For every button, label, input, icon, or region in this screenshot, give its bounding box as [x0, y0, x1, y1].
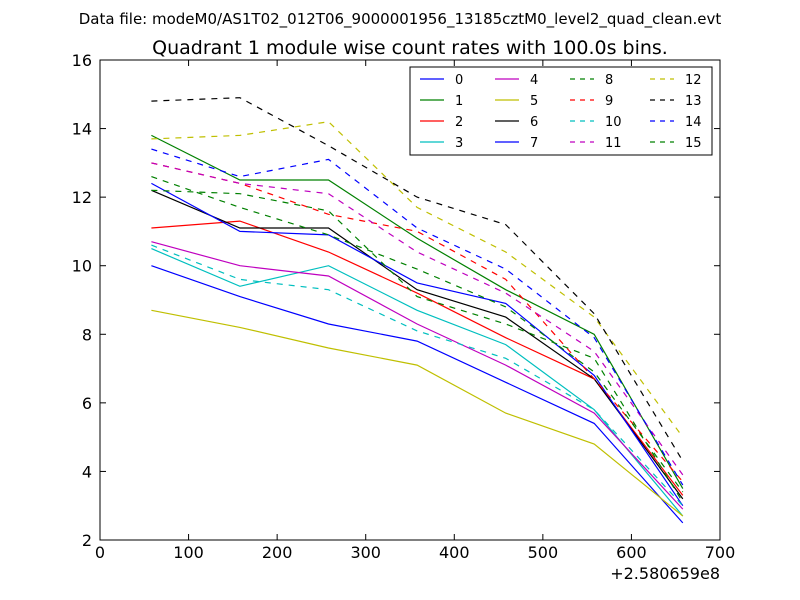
- x-tick-label: 500: [528, 543, 559, 562]
- x-tick-label: 200: [262, 543, 293, 562]
- legend-label-14: 14: [685, 115, 702, 130]
- legend-label-6: 6: [530, 115, 538, 130]
- series-line-8: [151, 189, 684, 503]
- series-line-15: [151, 176, 684, 493]
- figure-suptitle: Data file: modeM0/AS1T02_012T06_90000019…: [79, 10, 722, 29]
- legend-label-8: 8: [605, 73, 613, 88]
- chart-title: Quadrant 1 module wise count rates with …: [152, 37, 668, 59]
- legend-label-0: 0: [455, 73, 463, 88]
- x-tick-label: 600: [616, 543, 647, 562]
- legend-label-3: 3: [455, 136, 463, 151]
- x-tick-label: 700: [705, 543, 736, 562]
- series-line-11: [151, 162, 684, 476]
- x-tick-label: 300: [350, 543, 381, 562]
- y-tick-label: 12: [72, 188, 92, 207]
- series-line-13: [151, 97, 684, 462]
- y-tick-label: 4: [82, 462, 92, 481]
- legend-box: [409, 66, 713, 156]
- legend-label-12: 12: [685, 73, 702, 88]
- legend-label-5: 5: [530, 94, 538, 109]
- y-tick-label: 2: [82, 531, 92, 550]
- series-line-3: [151, 248, 684, 517]
- series-line-10: [151, 244, 684, 507]
- y-tick-label: 6: [82, 394, 92, 413]
- x-tick-label: 100: [173, 543, 204, 562]
- series-line-4: [151, 241, 684, 510]
- series-line-12: [151, 121, 684, 438]
- series-line-7: [151, 182, 684, 507]
- legend-label-1: 1: [455, 94, 463, 109]
- legend-label-9: 9: [605, 94, 613, 109]
- legend-label-7: 7: [530, 136, 538, 151]
- legend-label-4: 4: [530, 73, 538, 88]
- legend-label-10: 10: [605, 115, 622, 130]
- legend-label-11: 11: [605, 136, 622, 151]
- legend-label-13: 13: [685, 94, 702, 109]
- series-layer: [151, 97, 684, 524]
- y-tick-label: 10: [72, 257, 92, 276]
- series-line-9: [151, 162, 684, 483]
- y-tick-label: 8: [82, 325, 92, 344]
- y-tick-label: 14: [72, 120, 92, 139]
- y-tick-label: 16: [72, 51, 92, 70]
- x-tick-label: 0: [95, 543, 105, 562]
- plot-frame: [99, 59, 721, 541]
- series-line-5: [151, 309, 684, 517]
- series-line-14: [151, 148, 684, 486]
- legend-label-2: 2: [455, 115, 463, 130]
- series-line-2: [151, 220, 684, 496]
- series-line-6: [151, 189, 684, 500]
- series-line-0: [151, 265, 684, 524]
- legend-label-15: 15: [685, 136, 702, 151]
- series-line-1: [151, 134, 684, 489]
- x-axis-offset-label: +2.580659e8: [610, 564, 720, 583]
- x-tick-label: 400: [439, 543, 470, 562]
